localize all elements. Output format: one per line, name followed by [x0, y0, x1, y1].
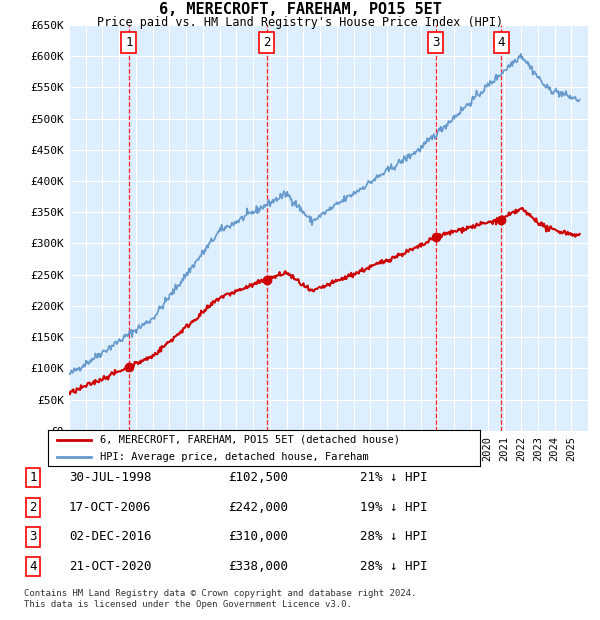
Text: £338,000: £338,000	[228, 560, 288, 573]
Text: 1: 1	[29, 471, 37, 484]
Text: 2: 2	[263, 36, 271, 49]
Text: 19% ↓ HPI: 19% ↓ HPI	[360, 501, 427, 513]
Text: 6, MERECROFT, FAREHAM, PO15 5ET (detached house): 6, MERECROFT, FAREHAM, PO15 5ET (detache…	[100, 435, 400, 445]
Text: 2: 2	[29, 501, 37, 513]
Text: 28% ↓ HPI: 28% ↓ HPI	[360, 531, 427, 543]
Text: 28% ↓ HPI: 28% ↓ HPI	[360, 560, 427, 573]
Text: Contains HM Land Registry data © Crown copyright and database right 2024.
This d: Contains HM Land Registry data © Crown c…	[24, 590, 416, 609]
Text: Price paid vs. HM Land Registry's House Price Index (HPI): Price paid vs. HM Land Registry's House …	[97, 16, 503, 29]
Text: HPI: Average price, detached house, Fareham: HPI: Average price, detached house, Fare…	[100, 451, 368, 461]
Text: 1: 1	[125, 36, 133, 49]
Text: 17-OCT-2006: 17-OCT-2006	[69, 501, 151, 513]
Text: 21-OCT-2020: 21-OCT-2020	[69, 560, 151, 573]
Text: 4: 4	[29, 560, 37, 573]
Text: £310,000: £310,000	[228, 531, 288, 543]
Text: 21% ↓ HPI: 21% ↓ HPI	[360, 471, 427, 484]
Text: 02-DEC-2016: 02-DEC-2016	[69, 531, 151, 543]
Text: 4: 4	[497, 36, 505, 49]
Text: 3: 3	[432, 36, 440, 49]
Text: £102,500: £102,500	[228, 471, 288, 484]
Text: 6, MERECROFT, FAREHAM, PO15 5ET: 6, MERECROFT, FAREHAM, PO15 5ET	[158, 2, 442, 17]
Text: 30-JUL-1998: 30-JUL-1998	[69, 471, 151, 484]
Text: 3: 3	[29, 531, 37, 543]
Text: £242,000: £242,000	[228, 501, 288, 513]
